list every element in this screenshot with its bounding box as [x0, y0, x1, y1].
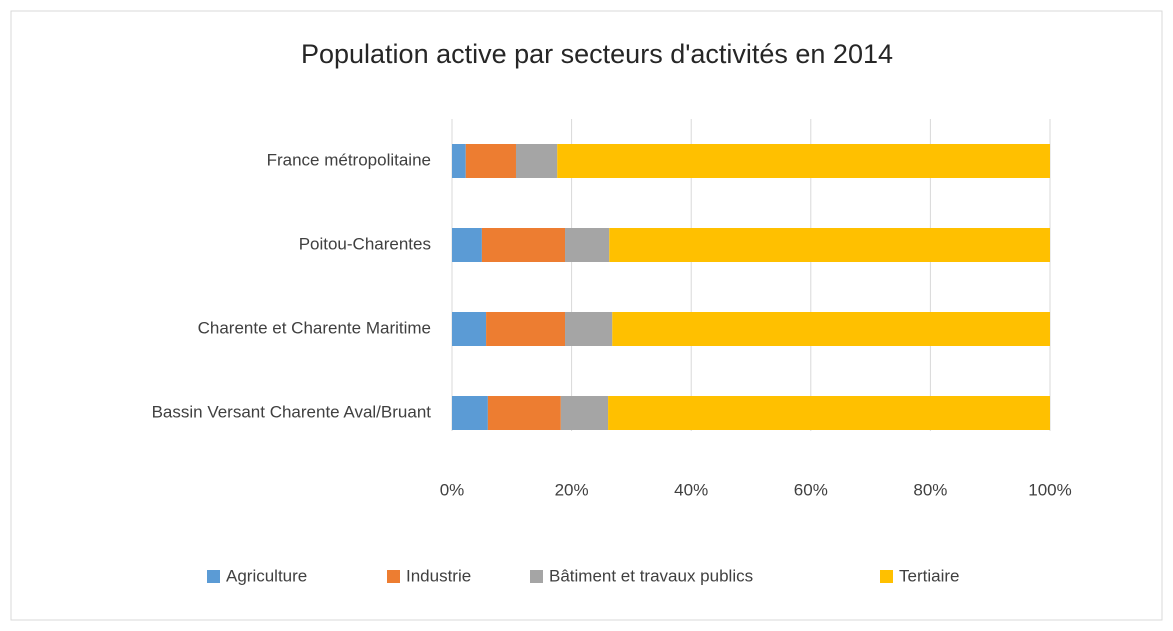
- bar-segment: [612, 312, 1050, 346]
- legend-label: Agriculture: [226, 566, 307, 585]
- y-tick-label: Poitou-Charentes: [299, 234, 431, 253]
- bar-segment: [481, 228, 566, 262]
- legend-label: Tertiaire: [899, 566, 959, 585]
- bar-segment: [452, 396, 488, 430]
- bar-segment: [557, 144, 1050, 178]
- x-tick-label: 40%: [674, 480, 708, 499]
- legend-swatch: [530, 570, 543, 583]
- legend-swatch: [387, 570, 400, 583]
- bar-segment: [486, 312, 566, 346]
- legend-swatch: [207, 570, 220, 583]
- legend-swatch: [880, 570, 893, 583]
- bar-segment: [452, 144, 466, 178]
- bar-segment: [565, 312, 613, 346]
- x-tick-label: 0%: [440, 480, 465, 499]
- bar-segment: [465, 144, 516, 178]
- y-tick-label: Charente et Charente Maritime: [198, 318, 431, 337]
- chart-title: Population active par secteurs d'activit…: [301, 39, 893, 69]
- legend-label: Bâtiment et travaux publics: [549, 566, 753, 585]
- x-tick-label: 60%: [794, 480, 828, 499]
- x-tick-label: 80%: [913, 480, 947, 499]
- bar-segment: [609, 228, 1050, 262]
- bar-segment: [565, 228, 610, 262]
- y-tick-label: France métropolitaine: [267, 150, 431, 169]
- bar-segment: [560, 396, 609, 430]
- bar-segment: [515, 144, 558, 178]
- bar-segment: [452, 312, 487, 346]
- bar-segment: [608, 396, 1050, 430]
- legend-label: Industrie: [406, 566, 471, 585]
- y-tick-label: Bassin Versant Charente Aval/Bruant: [152, 402, 432, 421]
- bar-segment: [452, 228, 482, 262]
- x-tick-label: 100%: [1028, 480, 1071, 499]
- bar-segment: [487, 396, 561, 430]
- x-tick-label: 20%: [555, 480, 589, 499]
